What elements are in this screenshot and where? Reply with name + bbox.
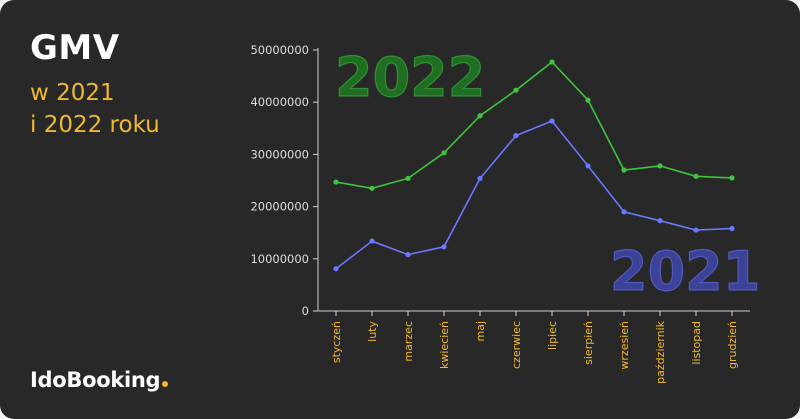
data-point-2022 [549,59,555,65]
logo-dot-icon [162,381,169,387]
x-tick-label: luty [366,321,379,342]
data-point-2022 [405,175,411,182]
x-tick-label: styczeń [330,321,343,363]
y-tick-label: 0 [302,304,309,318]
data-point-2022 [693,173,699,179]
series-label-2022: 2022 [335,46,485,109]
data-point-2021 [549,118,555,124]
data-point-2022 [621,167,627,173]
data-point-2021 [369,238,375,244]
x-tick-label: lipiec [546,321,559,350]
x-tick-label: wrzesień [618,321,631,370]
x-tick-label: maj [474,321,487,342]
y-tick-label: 20000000 [250,200,309,214]
data-point-2021 [693,227,699,233]
data-point-2021 [477,175,483,182]
data-point-2021 [513,133,519,139]
logo-text: IdoBooking [30,368,161,392]
y-tick-label: 10000000 [250,252,309,266]
data-point-2022 [441,150,447,156]
data-point-2021 [333,266,339,272]
data-point-2021 [441,244,447,250]
data-point-2022 [729,175,735,181]
y-tick-label: 40000000 [250,95,309,109]
subtitle-line-2: i 2022 roku [30,112,160,138]
data-point-2021 [585,163,591,169]
x-tick-label: czerwiec [510,321,523,369]
data-point-2021 [657,218,663,224]
data-point-2022 [585,97,591,103]
x-tick-label: listopad [690,321,703,365]
x-tick-label: sierpień [582,321,595,365]
brand-logo: IdoBooking [30,368,169,392]
data-point-2021 [405,252,411,258]
data-point-2022 [369,185,375,191]
series-line-2022 [335,61,733,190]
series-label-2021: 2021 [610,240,760,303]
data-point-2022 [657,163,663,169]
x-tick-label: październik [654,320,667,383]
y-tick-label: 50000000 [250,43,309,57]
page-title: GMV [30,28,120,68]
y-tick-label: 30000000 [250,147,309,161]
data-point-2022 [513,87,519,93]
data-point-2021 [729,225,735,232]
data-point-2021 [621,209,627,215]
data-point-2022 [477,113,483,119]
subtitle-line-1: w 2021 [30,80,115,106]
series-line-2021 [335,120,733,270]
x-tick-label: grudzień [726,321,739,369]
x-tick-label: marzec [402,321,415,362]
data-point-2022 [333,179,339,185]
x-tick-label: kwiecień [438,321,451,369]
